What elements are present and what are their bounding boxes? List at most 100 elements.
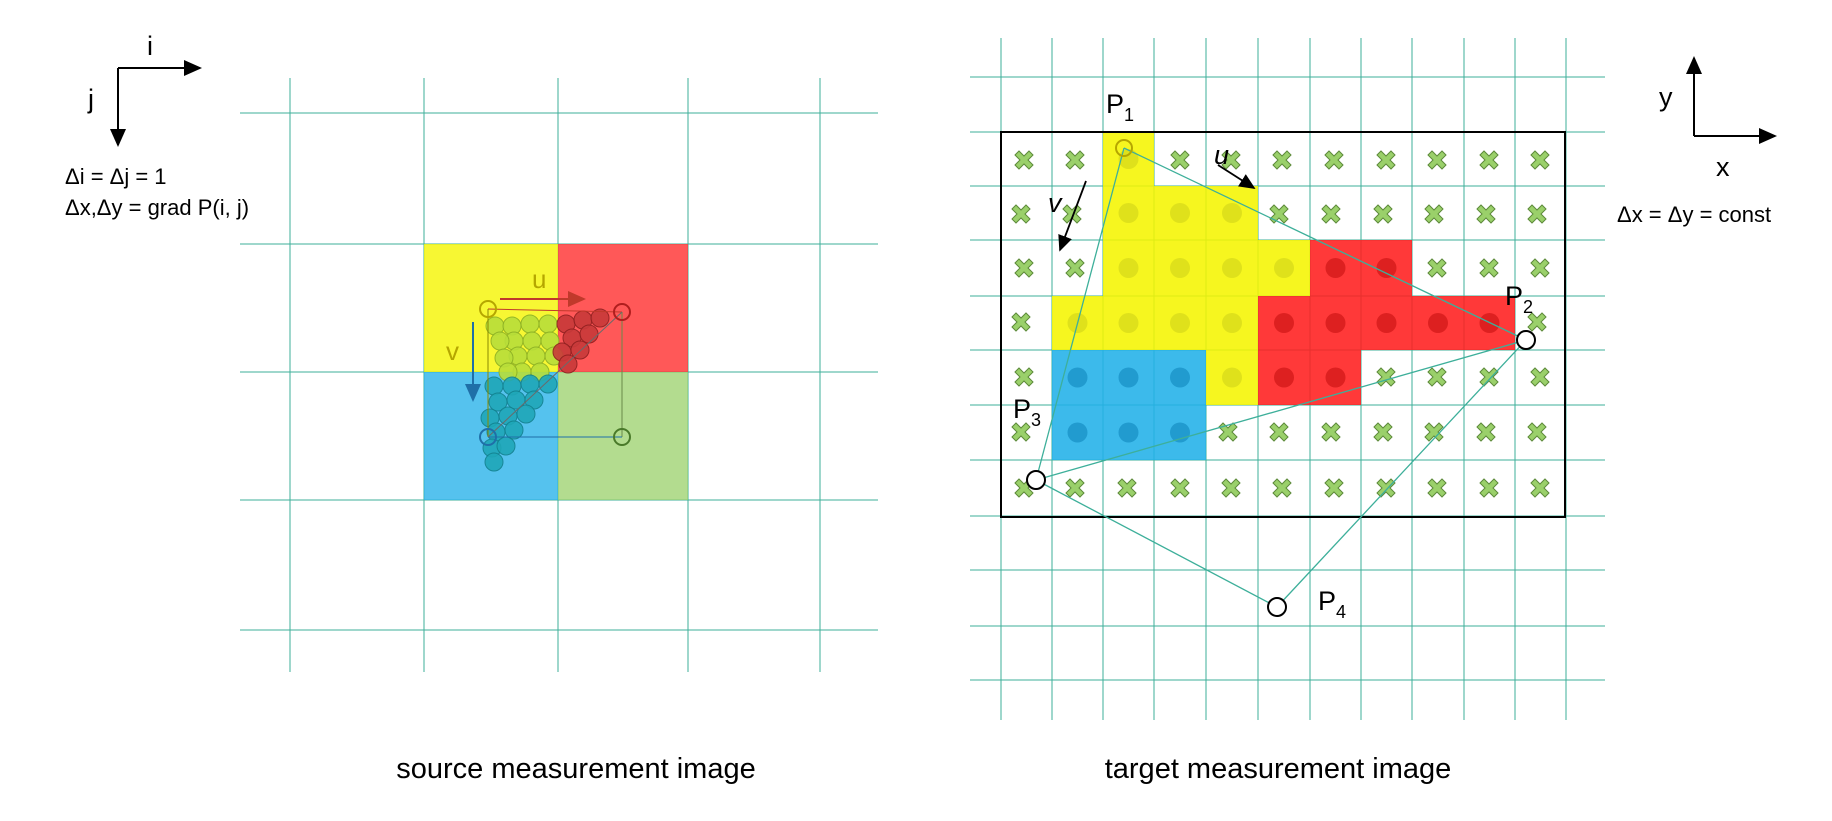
source-sample-dot bbox=[504, 420, 524, 440]
cross-marker-icon bbox=[1117, 478, 1137, 498]
cross-marker-icon bbox=[1527, 312, 1547, 332]
target-filled-pixels bbox=[1052, 132, 1515, 460]
cross-marker-icon bbox=[1011, 204, 1031, 224]
cross-marker-icon bbox=[1221, 150, 1241, 170]
target-pixel-dot bbox=[1376, 258, 1397, 278]
target-point-p1-circle bbox=[1115, 139, 1133, 157]
target-pixel-dot bbox=[1428, 313, 1448, 333]
target-caption: target measurement image bbox=[1105, 753, 1452, 785]
axis-j-label: j bbox=[87, 84, 94, 114]
cross-marker-icon bbox=[1376, 150, 1396, 170]
axis-y-label: y bbox=[1659, 82, 1673, 112]
source-sample-dot bbox=[579, 324, 599, 344]
source-sample-dot bbox=[526, 346, 546, 366]
target-point-p4-circle bbox=[1267, 597, 1287, 617]
source-corner-red-circle bbox=[613, 303, 631, 321]
target-point-p3-circle bbox=[1026, 470, 1046, 490]
source-u-label: u bbox=[532, 264, 546, 294]
target-point-p2-label: P2 bbox=[1505, 281, 1533, 317]
cross-marker-icon bbox=[1014, 367, 1034, 387]
target-v-label: v bbox=[1048, 188, 1063, 218]
source-corner-yellow-circle bbox=[479, 300, 497, 318]
axis-x-label: x bbox=[1716, 152, 1730, 182]
target-pixel-dot bbox=[1222, 313, 1242, 333]
target-note: Δx = Δy = const bbox=[1617, 202, 1771, 227]
cross-marker-icon bbox=[1011, 422, 1031, 442]
source-sample-dot bbox=[570, 340, 590, 360]
source-sample-dot bbox=[490, 331, 510, 351]
target-u-arrow bbox=[1217, 164, 1256, 189]
cross-marker-icon bbox=[1170, 150, 1190, 170]
target-u-label: u bbox=[1214, 140, 1229, 170]
target-pixel-dot bbox=[1170, 367, 1190, 388]
source-pixel-green bbox=[558, 372, 688, 500]
cross-marker-icon bbox=[1479, 478, 1499, 498]
cross-marker-icon bbox=[1376, 367, 1396, 387]
target-pixel-dot bbox=[1325, 367, 1346, 388]
cross-marker-icon bbox=[1427, 258, 1447, 278]
target-point-p1-label: P1 bbox=[1106, 89, 1134, 125]
cross-marker-icon bbox=[1065, 258, 1085, 278]
source-caption: source measurement image bbox=[396, 753, 755, 785]
target-pixel-dot bbox=[1274, 367, 1294, 388]
cross-marker-icon bbox=[1530, 478, 1550, 498]
cross-marker-icon bbox=[1476, 204, 1496, 224]
cross-marker-icon bbox=[1479, 150, 1499, 170]
cross-marker-icon bbox=[1530, 367, 1550, 387]
source-corner-green-circle bbox=[613, 428, 631, 446]
cross-marker-icon bbox=[1424, 422, 1444, 442]
target-pixel-dot bbox=[1274, 313, 1294, 333]
cross-marker-icon bbox=[1530, 150, 1550, 170]
source-note-line1: Δi = Δj = 1 bbox=[65, 164, 167, 189]
source-edge-top bbox=[487, 308, 623, 313]
cross-marker-icon bbox=[1014, 150, 1034, 170]
source-sample-dot bbox=[496, 436, 516, 456]
source-sample-dot bbox=[520, 374, 540, 394]
target-pixel-dot bbox=[1222, 367, 1242, 388]
cross-marker-icon bbox=[1527, 422, 1547, 442]
source-sample-dot bbox=[520, 314, 540, 334]
cross-marker-icon bbox=[1373, 422, 1393, 442]
source-note-line2: Δx,Δy = grad P(i, j) bbox=[65, 195, 249, 220]
axis-i-label: i bbox=[147, 31, 153, 61]
target-region-frame bbox=[1000, 131, 1566, 518]
target-pixel-dot bbox=[1118, 313, 1139, 333]
cross-marker-icon bbox=[1065, 478, 1085, 498]
target-pixel-dot bbox=[1325, 313, 1346, 333]
source-sample-dot bbox=[558, 354, 578, 374]
target-point-p4-label: P4 bbox=[1318, 586, 1346, 622]
target-point-p2-circle bbox=[1516, 330, 1536, 350]
target-pixel-dot bbox=[1376, 313, 1397, 333]
source-corner-blue-circle bbox=[479, 428, 497, 446]
cross-marker-icon bbox=[1272, 150, 1292, 170]
source-v-label: v bbox=[446, 336, 459, 366]
cross-marker-icon bbox=[1324, 478, 1344, 498]
cross-marker-icon bbox=[1218, 422, 1238, 442]
target-pixel-dot bbox=[1170, 203, 1190, 223]
target-quad-lines bbox=[1035, 147, 1527, 608]
source-edge-diagonal bbox=[487, 311, 623, 438]
target-pixel-dot bbox=[1067, 367, 1088, 388]
cross-marker-icon bbox=[1427, 150, 1447, 170]
target-point-p3-label: P3 bbox=[1013, 394, 1041, 430]
target-pixel-dot bbox=[1170, 313, 1190, 333]
cross-marker-icon bbox=[1527, 204, 1547, 224]
cross-marker-icon bbox=[1479, 367, 1499, 387]
cross-marker-icon bbox=[1011, 312, 1031, 332]
cross-marker-icon bbox=[1221, 478, 1241, 498]
cross-marker-icon bbox=[1170, 478, 1190, 498]
cross-marker-icon bbox=[1476, 422, 1496, 442]
source-sample-dot bbox=[590, 308, 610, 328]
target-pixel-dot bbox=[1118, 422, 1139, 443]
target-v-arrow bbox=[1058, 180, 1087, 252]
cross-marker-icon bbox=[1424, 204, 1444, 224]
cross-marker-icon bbox=[1321, 422, 1341, 442]
target-pixel-dot bbox=[1067, 422, 1088, 443]
source-sample-dot bbox=[538, 374, 558, 394]
cross-marker-icon bbox=[1376, 478, 1396, 498]
cross-marker-icon bbox=[1427, 478, 1447, 498]
target-cross-markers bbox=[1011, 150, 1550, 498]
target-pixel-dot bbox=[1274, 258, 1294, 278]
cross-marker-icon bbox=[1324, 150, 1344, 170]
